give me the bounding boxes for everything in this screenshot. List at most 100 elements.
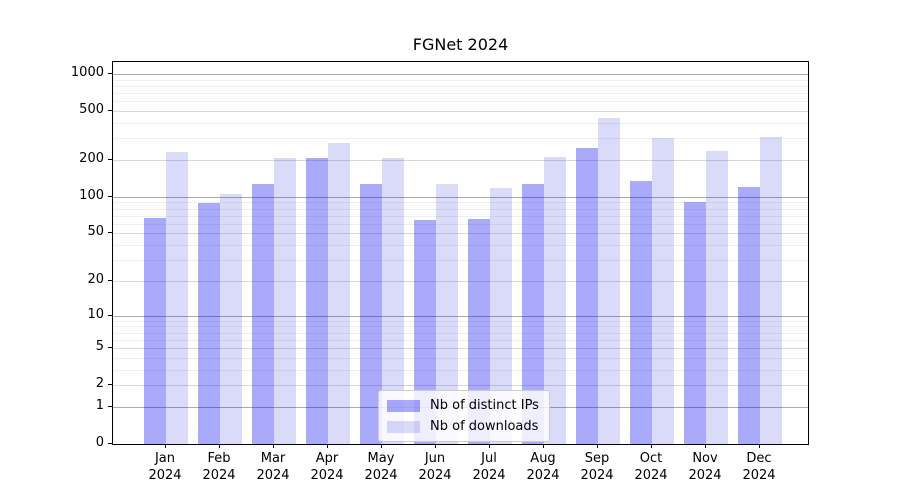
- legend-item-downloads: Nb of downloads: [387, 419, 539, 434]
- y-tick-mark: [108, 314, 112, 316]
- gridline: [113, 332, 808, 334]
- bar-downloads-sep: [598, 117, 620, 444]
- bar-ips-may: [360, 183, 382, 444]
- y-tick-label: 20: [87, 272, 104, 287]
- gridline: [113, 315, 808, 317]
- gridline: [113, 369, 808, 371]
- x-tick-mark: [705, 444, 706, 448]
- y-tick-label: 100: [79, 187, 104, 203]
- gridline: [113, 160, 808, 161]
- legend-swatch-distinct-ips: [387, 399, 420, 412]
- legend-label-downloads: Nb of downloads: [430, 419, 539, 434]
- bar-ips-apr: [306, 158, 328, 444]
- gridline: [113, 93, 808, 95]
- y-tick-mark: [108, 347, 112, 348]
- x-tick-label: Aug 2024: [526, 451, 560, 483]
- x-tick-label: Nov 2024: [688, 451, 722, 483]
- gridline: [113, 215, 808, 217]
- x-tick-mark: [219, 444, 220, 448]
- bar-ips-oct: [630, 180, 652, 444]
- y-tick-mark: [108, 384, 112, 386]
- bar-downloads-aug: [544, 156, 566, 444]
- x-tick-mark: [435, 444, 436, 448]
- gridline: [113, 123, 808, 124]
- gridline: [113, 208, 808, 210]
- y-tick-mark: [108, 159, 112, 160]
- x-tick-label: Apr 2024: [310, 451, 344, 483]
- x-tick-mark: [543, 444, 544, 448]
- y-tick-mark: [108, 110, 112, 112]
- y-tick-label: 0: [95, 435, 104, 450]
- gridline: [113, 357, 808, 359]
- bar-ips-feb: [198, 203, 220, 444]
- bar-ips-aug: [522, 183, 544, 444]
- bar-downloads-feb: [220, 193, 242, 444]
- x-tick-label: Feb 2024: [202, 451, 236, 483]
- y-tick-mark: [108, 405, 112, 407]
- gridline: [113, 326, 808, 328]
- bar-ips-dec: [738, 187, 760, 444]
- x-tick-label: Jan 2024: [148, 451, 182, 483]
- x-tick-mark: [381, 444, 382, 448]
- bar-ips-jan: [144, 218, 166, 444]
- gridline: [113, 79, 808, 81]
- x-tick-label: May 2024: [364, 451, 398, 483]
- bar-downloads-nov: [706, 151, 728, 444]
- x-tick-mark: [273, 444, 274, 448]
- y-tick-label: 10: [87, 306, 104, 322]
- gridline: [113, 385, 808, 387]
- bar-ips-mar: [252, 183, 274, 444]
- y-tick-label: 500: [79, 102, 104, 118]
- y-tick-mark: [108, 232, 112, 234]
- y-tick-label: 200: [79, 151, 104, 166]
- gridline: [113, 202, 808, 204]
- y-tick-label: 2: [95, 376, 104, 392]
- gridline: [113, 223, 808, 225]
- bar-ips-jul: [468, 218, 490, 444]
- legend-item-distinct-ips: Nb of distinct IPs: [387, 398, 539, 413]
- x-tick-mark: [489, 444, 490, 448]
- bar-ips-sep: [576, 148, 598, 444]
- bar-ips-nov: [684, 201, 706, 444]
- legend-label-distinct-ips: Nb of distinct IPs: [430, 398, 539, 413]
- bar-downloads-jul: [490, 188, 512, 444]
- bar-downloads-jun: [436, 183, 458, 444]
- plot-area: Nb of distinct IPs Nb of downloads: [112, 61, 809, 445]
- bar-downloads-mar: [274, 158, 296, 444]
- x-tick-label: Mar 2024: [256, 451, 290, 483]
- gridline: [113, 233, 808, 235]
- legend-swatch-downloads: [387, 420, 420, 433]
- x-tick-label: Oct 2024: [634, 451, 668, 483]
- bar-downloads-apr: [328, 143, 350, 444]
- gridline: [113, 196, 808, 198]
- y-tick-mark: [108, 195, 112, 197]
- y-tick-mark: [108, 443, 112, 444]
- gridline: [113, 101, 808, 103]
- y-tick-label: 5: [95, 339, 104, 354]
- y-tick-label: 50: [87, 224, 104, 240]
- chart-title: FGNet 2024: [412, 35, 509, 54]
- bar-downloads-dec: [760, 137, 782, 444]
- gridline: [113, 245, 808, 247]
- x-tick-label: Jul 2024: [472, 451, 506, 483]
- x-tick-label: Sep 2024: [580, 451, 614, 483]
- gridline: [113, 281, 808, 282]
- x-tick-mark: [327, 444, 328, 448]
- bar-downloads-oct: [652, 138, 674, 444]
- x-tick-mark: [651, 444, 652, 448]
- y-tick-label: 1: [95, 397, 104, 413]
- bar-ips-jun: [414, 219, 436, 444]
- y-tick-mark: [108, 280, 112, 281]
- gridline: [113, 260, 808, 262]
- gridline: [113, 348, 808, 349]
- bar-downloads-jan: [166, 152, 188, 444]
- y-tick-mark: [108, 73, 112, 74]
- gridline: [113, 138, 808, 140]
- bar-downloads-may: [382, 158, 404, 444]
- x-tick-mark: [165, 444, 166, 448]
- gridline: [113, 86, 808, 87]
- x-tick-label: Dec 2024: [742, 451, 776, 483]
- x-tick-mark: [597, 444, 598, 448]
- gridline: [113, 320, 808, 322]
